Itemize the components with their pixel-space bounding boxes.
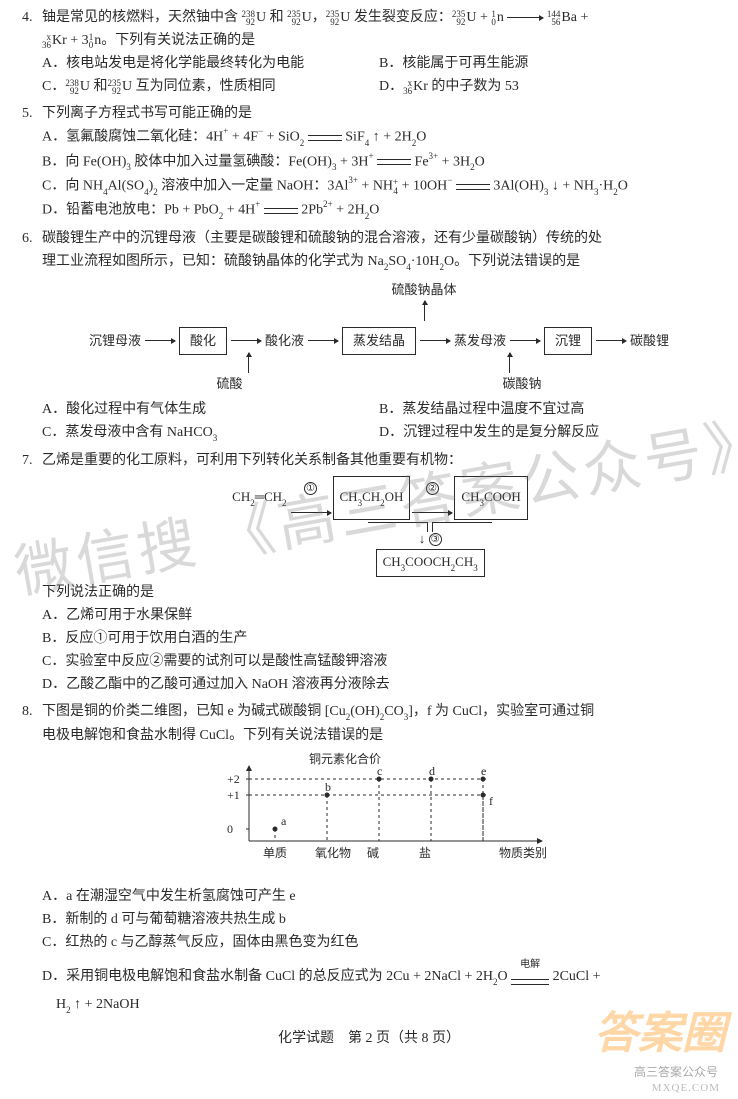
svg-text:a: a	[281, 814, 287, 828]
q5-stem: 下列离子方程式书写可能正确的是	[42, 106, 252, 121]
svg-text:物质类别: 物质类别	[499, 846, 547, 860]
chart-svg: 铜元素化合价 +2 +1 0 单质 氧化物 碱 盐 物质类别 a b c d e f	[199, 751, 559, 871]
q8-stem2: 电极电解饱和食盐水制得 CuCl。下列有关说法错误的是	[42, 728, 383, 743]
q7-opt-d: D．乙酸乙酯中的乙酸可通过加入 NaOH 溶液再分液除去	[42, 673, 716, 696]
svg-text:+2: +2	[227, 772, 240, 786]
q7-stem: 乙烯是重要的化工原料，可利用下列转化关系制备其他重要有机物：	[42, 453, 462, 468]
page-footer: 化学试题 第 2 页（共 8 页）	[22, 1027, 716, 1050]
flow-box-precip: 沉锂	[544, 327, 592, 354]
q5-opt-c: C．向 NH4Al(SO4)2 溶液中加入一定量 NaOH：3Al3+ + NH…	[42, 174, 716, 198]
q4-options: A．核电站发电是将化学能最终转化为电能 B．核能属于可再生能源 C．23892U…	[42, 52, 716, 98]
q6-number: 6.	[22, 227, 42, 250]
valence-category-chart: 铜元素化合价 +2 +1 0 单质 氧化物 碱 盐 物质类别 a b c d e f	[42, 751, 716, 879]
q4-opt-c: C．23892U 和23592U 互为同位素，性质相同	[42, 75, 379, 98]
svg-text:氧化物: 氧化物	[315, 846, 351, 860]
question-5: 5.下列离子方程式书写可能正确的是 A．氢氟酸腐蚀二氧化硅：4H+ + 4F− …	[22, 102, 716, 222]
reaction-scheme: CH2═CH2 ① CH3CH2OH ② CH3COOH ↓ ③ CH3COOC…	[42, 476, 716, 577]
q5-opt-d: D．铅蓄电池放电：Pb + PbO2 + 4H+ 2Pb2+ + 2H2O	[42, 198, 716, 222]
step-3-icon: ③	[429, 533, 442, 546]
q7-number: 7.	[22, 449, 42, 472]
q6-opt-d: D．沉锂过程中发生的是复分解反应	[379, 421, 716, 445]
q6-opt-b: B．蒸发结晶过程中温度不宜过高	[379, 398, 716, 421]
q4-number: 4.	[22, 6, 42, 29]
arrow-up-icon	[424, 301, 425, 321]
q7-opt-b: B．反应①可用于饮用白酒的生产	[42, 627, 716, 650]
svg-text:单质: 单质	[263, 846, 287, 860]
svg-text:+1: +1	[227, 788, 240, 802]
svg-text:c: c	[377, 764, 382, 778]
watermark-url: MXQE.COM	[652, 1079, 720, 1097]
q4-opt-b: B．核能属于可再生能源	[379, 52, 716, 75]
equals-icon	[308, 135, 342, 141]
q6-opt-c: C．蒸发母液中含有 NaHCO3	[42, 421, 379, 445]
process-flow-diagram: 硫酸钠晶体 沉锂母液 酸化 酸化液 蒸发结晶 蒸发母液 沉锂 碳酸锂 硫酸碳酸钠	[42, 279, 716, 394]
question-6: 6.碳酸锂生产中的沉锂母液（主要是碳酸锂和硫酸钠的混合溶液，还有少量碳酸钠）传统…	[22, 227, 716, 445]
q5-number: 5.	[22, 102, 42, 125]
flow-box-evap: 蒸发结晶	[342, 327, 416, 354]
q8-opt-a: A．a 在潮湿空气中发生析氢腐蚀可产生 e	[42, 885, 716, 908]
q7-opt-a: A．乙烯可用于水果保鲜	[42, 604, 716, 627]
watermark-sub: 高三答案公众号	[634, 1063, 718, 1083]
q5-opt-a: A．氢氟酸腐蚀二氧化硅：4H+ + 4F− + SiO2 SiF4 ↑ + 2H…	[42, 125, 716, 149]
flow-output: 碳酸锂	[630, 330, 669, 351]
step-2-icon: ②	[426, 482, 439, 495]
q8-number: 8.	[22, 700, 42, 723]
isotope-u235: 23592	[287, 10, 301, 26]
svg-text:e: e	[481, 764, 486, 778]
q8-opt-d: D．采用铜电极电解饱和食盐水制备 CuCl 的总反应式为 2Cu + 2NaCl…	[42, 960, 716, 1017]
reaction-arrow-icon	[507, 17, 543, 18]
step-1-icon: ①	[304, 482, 317, 495]
svg-text:0: 0	[227, 822, 233, 836]
svg-text:碱: 碱	[367, 846, 379, 860]
isotope-u238: 23892	[242, 10, 256, 26]
svg-text:铜元素化合价: 铜元素化合价	[309, 751, 381, 766]
flow-input: 沉锂母液	[89, 330, 141, 351]
flow-carbonate: 碳酸钠	[503, 373, 542, 394]
q8-opt-b: B．新制的 d 可与葡萄糖溶液共热生成 b	[42, 908, 716, 931]
q6-stem1: 碳酸锂生产中的沉锂母液（主要是碳酸锂和硫酸钠的混合溶液，还有少量碳酸钠）传统的处	[42, 231, 602, 246]
q5-opt-b: B．向 Fe(OH)3 胶体中加入过量氢碘酸：Fe(OH)3 + 3H+ Fe3…	[42, 150, 716, 174]
q6-stem2: 理工业流程如图所示，已知：硫酸钠晶体的化学式为 Na2SO4·10H2O。下列说…	[42, 254, 580, 269]
q4-opt-a: A．核电站发电是将化学能最终转化为电能	[42, 52, 379, 75]
q4-text-a: 铀是常见的核燃料，天然铀中含	[42, 10, 242, 25]
question-7: 7.乙烯是重要的化工原料，可利用下列转化关系制备其他重要有机物： CH2═CH2…	[22, 449, 716, 696]
question-4: 4.铀是常见的核燃料，天然铀中含 23892U 和 23592U，23592U …	[22, 6, 716, 98]
question-8: 8.下图是铜的价类二维图，已知 e 为碱式碳酸铜 [Cu2(OH)2CO3]，f…	[22, 700, 716, 1017]
flow-top-label: 硫酸钠晶体	[132, 279, 716, 300]
q8-stem1: 下图是铜的价类二维图，已知 e 为碱式碳酸铜 [Cu2(OH)2CO3]，f 为…	[42, 704, 594, 719]
q6-options: A．酸化过程中有气体生成 B．蒸发结晶过程中温度不宜过高 C．蒸发母液中含有 N…	[42, 398, 716, 445]
svg-text:d: d	[429, 764, 435, 778]
flow-sulfuric: 硫酸	[216, 373, 242, 394]
q7-opt-c: C．实验室中反应②需要的试剂可以是酸性高锰酸钾溶液	[42, 650, 716, 673]
arrow-right-icon	[145, 340, 175, 341]
q6-opt-a: A．酸化过程中有气体生成	[42, 398, 379, 421]
q7-lead: 下列说法正确的是	[42, 581, 716, 604]
svg-text:b: b	[325, 780, 331, 794]
q4-opt-d: D．x36Kr 的中子数为 53	[379, 75, 716, 98]
flow-box-acidify: 酸化	[179, 327, 227, 354]
svg-text:盐: 盐	[419, 846, 431, 860]
svg-text:f: f	[489, 794, 493, 808]
q8-opt-c: C．红热的 c 与乙醇蒸气反应，固体由黑色变为红色	[42, 931, 716, 954]
